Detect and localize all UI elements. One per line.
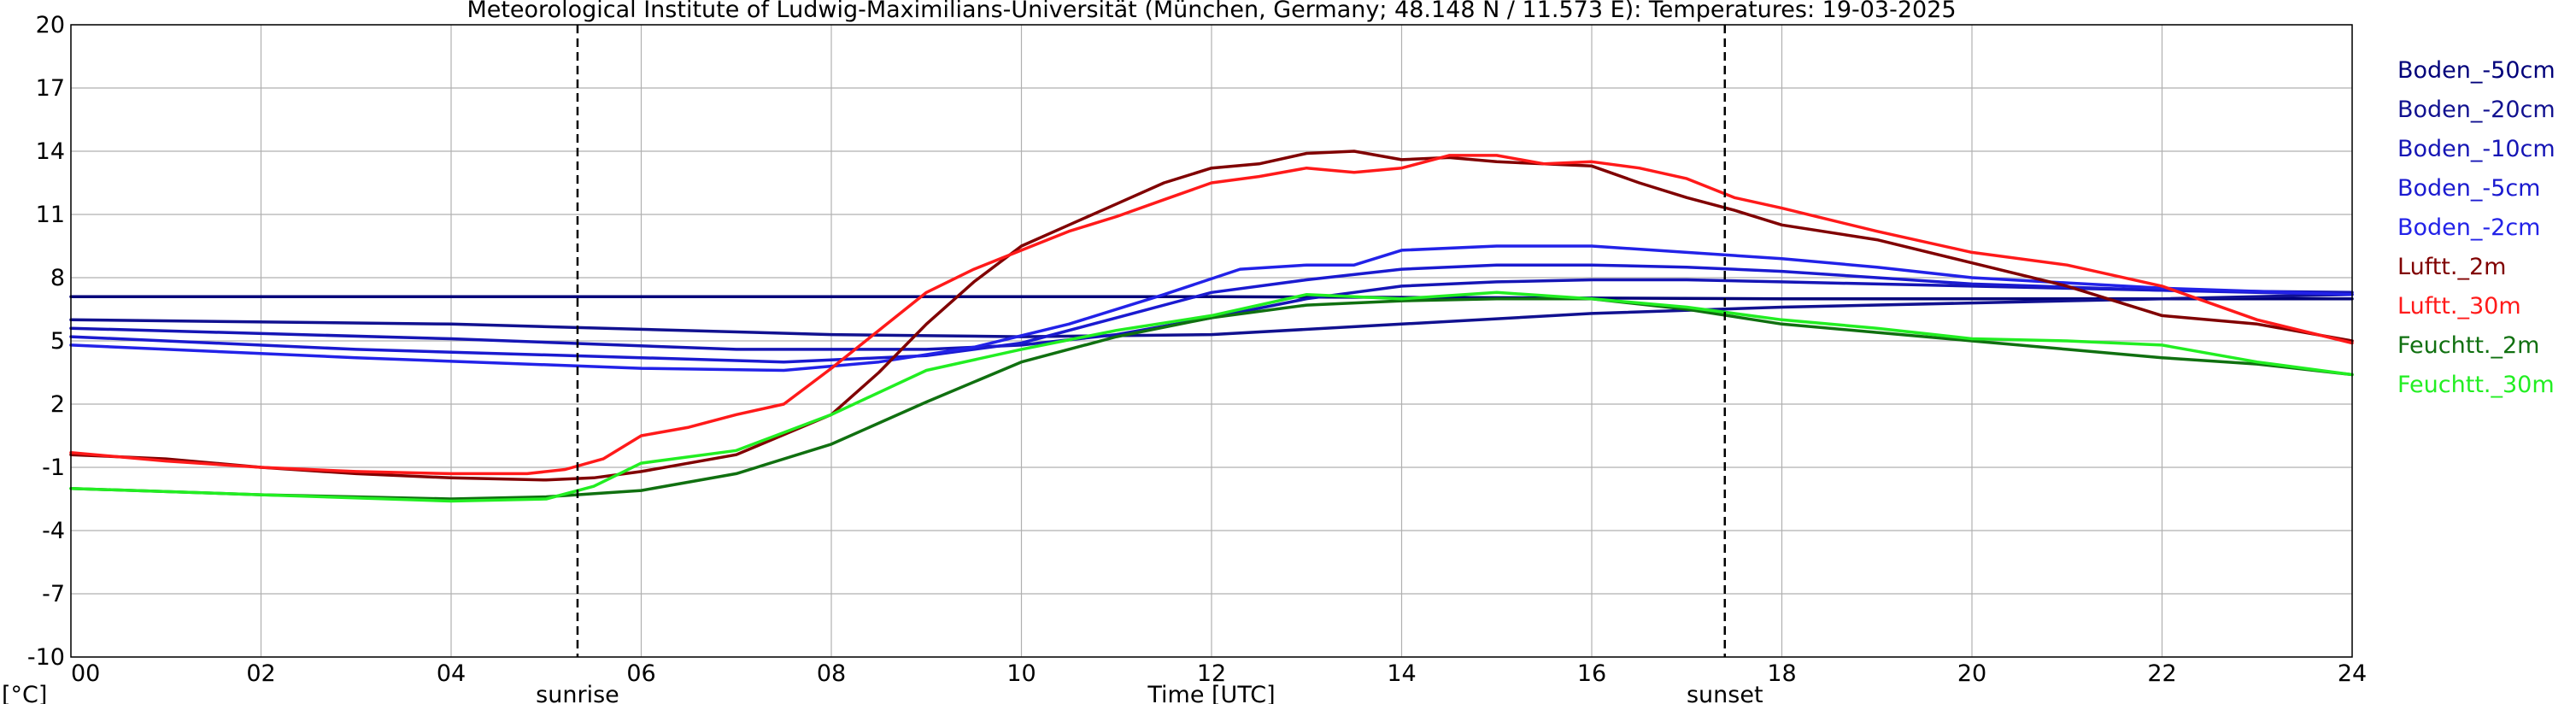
annotation-layer — [576, 25, 1726, 657]
legend-item-Luftt._30m: Luftt._30m — [2397, 293, 2521, 320]
sunrise-label: sunrise — [536, 682, 619, 704]
legend-item-Boden_-5cm: Boden_-5cm — [2397, 175, 2541, 202]
series-line-Luftt._2m — [69, 150, 2354, 482]
x-tick-label: 12 — [1197, 660, 1226, 687]
y-tick-label: 17 — [36, 75, 65, 102]
x-tick-label: 00 — [71, 660, 100, 687]
x-tick-label: 08 — [817, 660, 846, 687]
legend-item-Feuchtt._30m: Feuchtt._30m — [2397, 372, 2555, 398]
x-tick-label: 10 — [1006, 660, 1036, 687]
series-line-Boden_-50cm — [69, 295, 2354, 301]
legend-item-Boden_-10cm: Boden_-10cm — [2397, 136, 2555, 162]
y-tick-label: 5 — [50, 328, 65, 355]
y-tick-label: -4 — [42, 518, 65, 544]
y-tick-label: 11 — [36, 202, 65, 228]
x-tick-label: 20 — [1957, 660, 1986, 687]
legend: Boden_-50cm Boden_-20cm Boden_-10cm Boden_-… — [2397, 51, 2555, 405]
legend-item-Boden_-20cm: Boden_-20cm — [2397, 97, 2555, 123]
tick-layer: 00 02 04 06 08 10 12 14 16 18 20 22 24 20 17 14 11 8 5 2 -1 -… — [27, 12, 2367, 704]
sunset-label: sunset — [1687, 682, 1763, 704]
y-axis-label: [°C] — [2, 682, 47, 704]
chart-title: Meteorological Institute of Ludwig-Maxim… — [466, 0, 1956, 23]
legend-item-Luftt._2m: Luftt._2m — [2397, 254, 2507, 280]
x-tick-label: 14 — [1387, 660, 1416, 687]
x-tick-label: 22 — [2147, 660, 2176, 687]
x-tick-label: 04 — [437, 660, 466, 687]
y-tick-label: 20 — [36, 12, 65, 38]
y-tick-label: 8 — [50, 265, 65, 291]
legend-item-Boden_-2cm: Boden_-2cm — [2397, 214, 2541, 241]
x-tick-label: 18 — [1767, 660, 1796, 687]
x-tick-label: 06 — [626, 660, 655, 687]
y-tick-label: -1 — [42, 455, 65, 481]
x-axis-label: Time [UTC] — [1147, 682, 1275, 704]
series-line-Feuchtt._30m — [69, 290, 2354, 503]
y-tick-label: -10 — [27, 644, 65, 671]
x-tick-label: 24 — [2338, 660, 2367, 687]
series-line-Boden_-20cm — [69, 292, 2354, 338]
series-line-Boden_-5cm — [69, 263, 2354, 364]
x-tick-label: 02 — [246, 660, 275, 687]
y-tick-label: -7 — [42, 581, 65, 607]
y-tick-label: 2 — [50, 391, 65, 418]
plot-frame — [70, 24, 2353, 658]
series-line-Boden_-2cm — [69, 244, 2354, 373]
series-line-Boden_-10cm — [69, 278, 2354, 351]
legend-item-Boden_-50cm: Boden_-50cm — [2397, 57, 2555, 84]
legend-item-Feuchtt._2m: Feuchtt._2m — [2397, 332, 2540, 359]
x-tick-label: 16 — [1577, 660, 1606, 687]
series-line-Feuchtt._2m — [69, 296, 2354, 501]
y-tick-label: 14 — [36, 138, 65, 165]
